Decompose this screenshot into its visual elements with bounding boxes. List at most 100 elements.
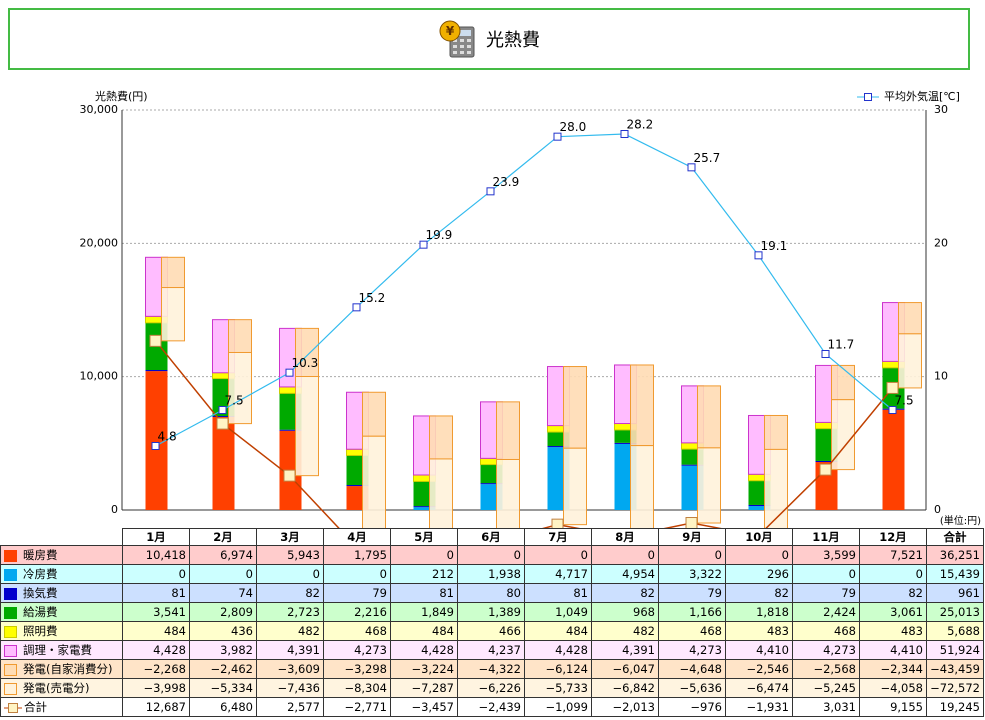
cell: 0 <box>390 545 458 565</box>
cell: 1,818 <box>725 602 793 622</box>
temperature-label: 4.8 <box>158 430 177 444</box>
cell: 82 <box>591 583 659 603</box>
total-line <box>154 340 894 528</box>
legend-marker <box>864 93 872 101</box>
data-row: 照明費 484 436 482 468 484 466 484 482 468 483 468 483 5… <box>0 621 984 641</box>
cell: 80 <box>457 583 525 603</box>
month-header: 5月 <box>390 528 458 546</box>
y-axis-label: 光熱費(円) <box>95 89 148 103</box>
generation-segment <box>228 319 252 353</box>
cell: −6,474 <box>725 678 793 698</box>
row-label: 冷房費 <box>0 564 123 584</box>
cell: 79 <box>323 583 391 603</box>
header-row: 1月 2月 3月 4月 5月 6月 7月 8月 9月 10月 11月 12月 合計 <box>0 528 984 546</box>
cell: 3,031 <box>792 697 860 717</box>
cell: 5,943 <box>256 545 324 565</box>
bar-segment <box>279 429 302 431</box>
total-cell: 25,013 <box>926 602 984 622</box>
cell: −4,648 <box>658 659 726 679</box>
generation-segment <box>362 435 386 528</box>
temperature-marker <box>151 442 160 450</box>
month-header: 1月 <box>122 528 190 546</box>
cell: −5,636 <box>658 678 726 698</box>
temperature-marker <box>687 163 696 172</box>
row-name: 合計 <box>24 700 47 714</box>
swatch <box>4 702 22 713</box>
row-label: 調理・家電費 <box>0 640 123 660</box>
cell: 12,687 <box>122 697 190 717</box>
cell: −7,436 <box>256 678 324 698</box>
y2-tick-label: 0 <box>934 503 941 516</box>
generation-segment <box>496 458 520 528</box>
swatch <box>4 568 17 581</box>
bar-segment <box>212 416 235 418</box>
cell: −2,546 <box>725 659 793 679</box>
corner-cell <box>0 528 123 546</box>
temperature-marker <box>553 132 562 141</box>
cell: 468 <box>792 621 860 641</box>
total-cell: 15,439 <box>926 564 984 584</box>
temperature-marker <box>285 368 294 377</box>
cell: 7,521 <box>859 545 927 565</box>
cell: 82 <box>859 583 927 603</box>
bar-segment <box>681 464 704 466</box>
cell: −1,099 <box>524 697 592 717</box>
generation-segment <box>898 302 922 335</box>
bar-segment <box>413 507 436 510</box>
cell: 482 <box>591 621 659 641</box>
row-name: 発電(自家消費分) <box>23 662 113 676</box>
bar-segment <box>547 446 570 448</box>
plot: 4.8 7.5 10.3 15.2 19.9 23.9 28.0 28.2 25.7 19.1 11… <box>145 118 922 528</box>
cell: 4,273 <box>658 640 726 660</box>
y-tick-label: 0 <box>111 503 118 516</box>
temperature-marker <box>620 130 629 138</box>
cell: 82 <box>725 583 793 603</box>
swatch <box>4 682 17 695</box>
cell: 212 <box>390 564 458 584</box>
temperature-label: 15.2 <box>359 291 386 305</box>
cell: 4,273 <box>792 640 860 660</box>
generation-segment <box>362 391 386 437</box>
svg-text:¥: ¥ <box>446 24 455 38</box>
temperature-marker <box>419 240 428 249</box>
generation-segment <box>630 445 654 528</box>
temperature-marker <box>821 350 830 358</box>
cell: 296 <box>725 564 793 584</box>
row-label: 照明費 <box>0 621 123 641</box>
cell: −7,287 <box>390 678 458 698</box>
total-marker <box>216 417 229 430</box>
cell: 0 <box>658 545 726 565</box>
cell: 4,954 <box>591 564 659 584</box>
temperature-label: 28.2 <box>627 118 654 132</box>
cell: 81 <box>390 583 458 603</box>
cell: −3,998 <box>122 678 190 698</box>
temperature-label: 19.1 <box>761 239 788 253</box>
temperature-marker <box>486 187 495 196</box>
temperature-marker <box>352 303 361 312</box>
row-label: 合計 <box>0 697 123 717</box>
bar-segment <box>480 483 503 485</box>
swatch <box>4 663 17 676</box>
cell: 82 <box>256 583 324 603</box>
cell: 1,389 <box>457 602 525 622</box>
month-header: 2月 <box>189 528 257 546</box>
cell: −8,304 <box>323 678 391 698</box>
cell: 3,599 <box>792 545 860 565</box>
total-cell: 51,924 <box>926 640 984 660</box>
cell: 0 <box>122 564 190 584</box>
cell: 484 <box>122 621 190 641</box>
cell: 3,541 <box>122 602 190 622</box>
cell: 4,410 <box>725 640 793 660</box>
cell: 74 <box>189 583 257 603</box>
cell: −5,245 <box>792 678 860 698</box>
cell: −5,733 <box>524 678 592 698</box>
bar-segment <box>346 485 369 487</box>
cell: 0 <box>457 545 525 565</box>
cell: 484 <box>390 621 458 641</box>
temperature-line <box>155 133 893 447</box>
row-name: 照明費 <box>23 624 58 638</box>
swatch <box>4 606 17 619</box>
month-header: 7月 <box>524 528 592 546</box>
data-row: 給湯費 3,541 2,809 2,723 2,216 1,849 1,389 1,049 96… <box>0 602 984 622</box>
cell: 2,723 <box>256 602 324 622</box>
